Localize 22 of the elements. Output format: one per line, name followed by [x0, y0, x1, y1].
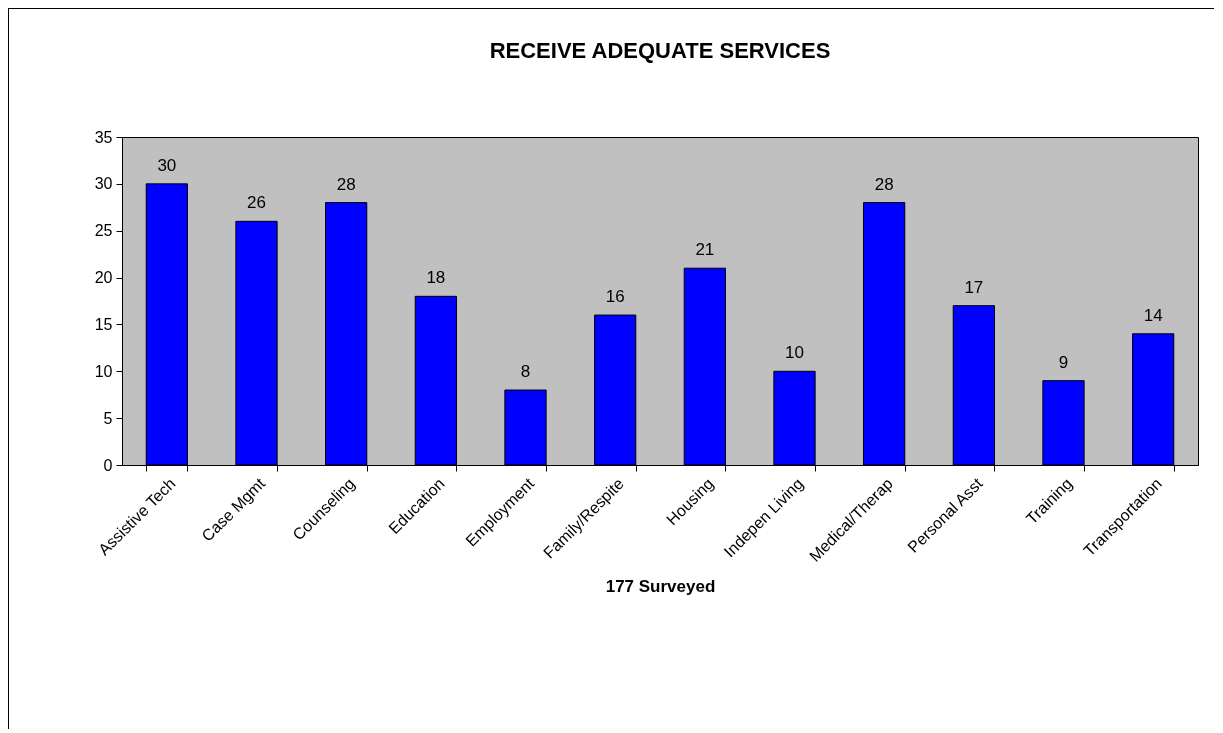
y-tick-label: 0 [103, 456, 113, 474]
data-label: 14 [1143, 305, 1163, 325]
y-tick-label: 30 [94, 175, 113, 193]
data-label: 28 [336, 174, 356, 194]
y-tick-label: 35 [94, 128, 113, 146]
y-tick-label: 5 [103, 409, 113, 427]
data-label: 16 [605, 287, 625, 307]
y-tick-label: 15 [94, 315, 113, 333]
data-label: 28 [874, 174, 894, 194]
data-label: 21 [695, 240, 715, 260]
data-label: 26 [247, 193, 266, 213]
y-tick-label: 25 [94, 222, 113, 240]
data-label: 8 [520, 362, 531, 382]
data-label: 9 [1058, 352, 1069, 372]
chart-title: RECEIVE ADEQUATE SERVICES [489, 38, 831, 63]
x-axis-title: 177 Surveyed [605, 576, 716, 596]
y-tick-label: 20 [94, 269, 113, 287]
data-label: 17 [964, 277, 984, 297]
y-tick-label: 10 [94, 362, 113, 380]
data-label: 10 [785, 343, 804, 363]
data-label: 18 [426, 268, 446, 288]
data-label: 30 [157, 155, 177, 175]
